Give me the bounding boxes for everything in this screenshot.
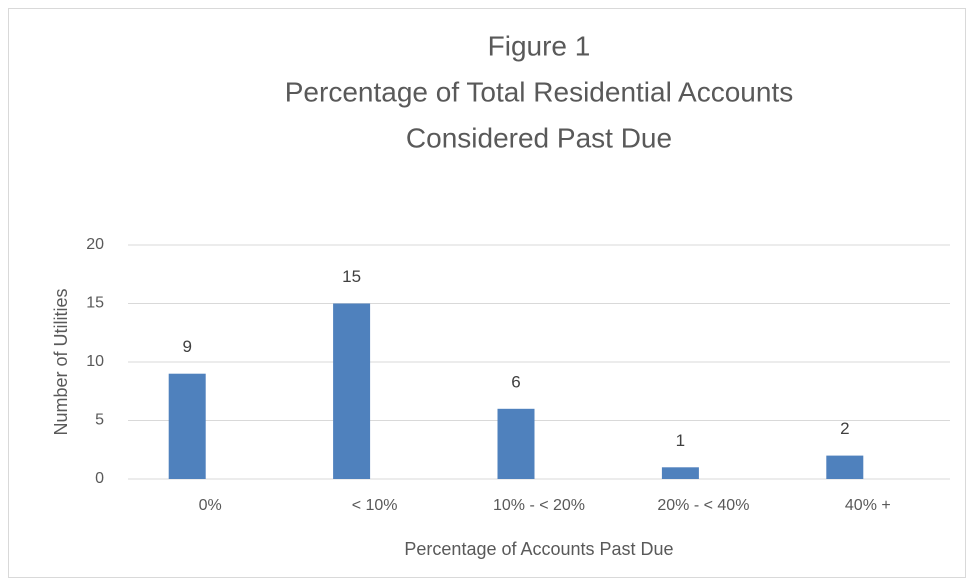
y-tick-label: 0 bbox=[95, 470, 104, 487]
y-tick-label: 15 bbox=[86, 295, 104, 312]
bar bbox=[661, 467, 699, 479]
data-label: 15 bbox=[342, 267, 361, 286]
chart-title: Considered Past Due bbox=[406, 122, 672, 153]
x-tick-label: 40% + bbox=[845, 497, 891, 514]
chart-border bbox=[8, 8, 966, 578]
bar bbox=[826, 455, 864, 479]
bar bbox=[497, 408, 535, 479]
data-label: 6 bbox=[511, 372, 520, 391]
x-tick-label: 0% bbox=[199, 497, 222, 514]
y-axis-title: Number of Utilities bbox=[51, 288, 71, 435]
data-label: 1 bbox=[676, 431, 685, 450]
y-tick-label: 10 bbox=[86, 353, 104, 370]
chart-title: Figure 1 bbox=[488, 30, 591, 61]
y-tick-label: 20 bbox=[86, 236, 104, 253]
data-label: 9 bbox=[182, 337, 191, 356]
bar bbox=[168, 373, 206, 479]
x-tick-label: < 10% bbox=[352, 497, 398, 514]
y-tick-label: 5 bbox=[95, 412, 104, 429]
data-label: 2 bbox=[840, 419, 849, 438]
bar bbox=[333, 303, 371, 479]
x-tick-label: 10% - < 20% bbox=[493, 497, 585, 514]
x-tick-label: 20% - < 40% bbox=[657, 497, 749, 514]
x-axis-title: Percentage of Accounts Past Due bbox=[404, 539, 673, 559]
chart-title: Percentage of Total Residential Accounts bbox=[285, 76, 793, 107]
